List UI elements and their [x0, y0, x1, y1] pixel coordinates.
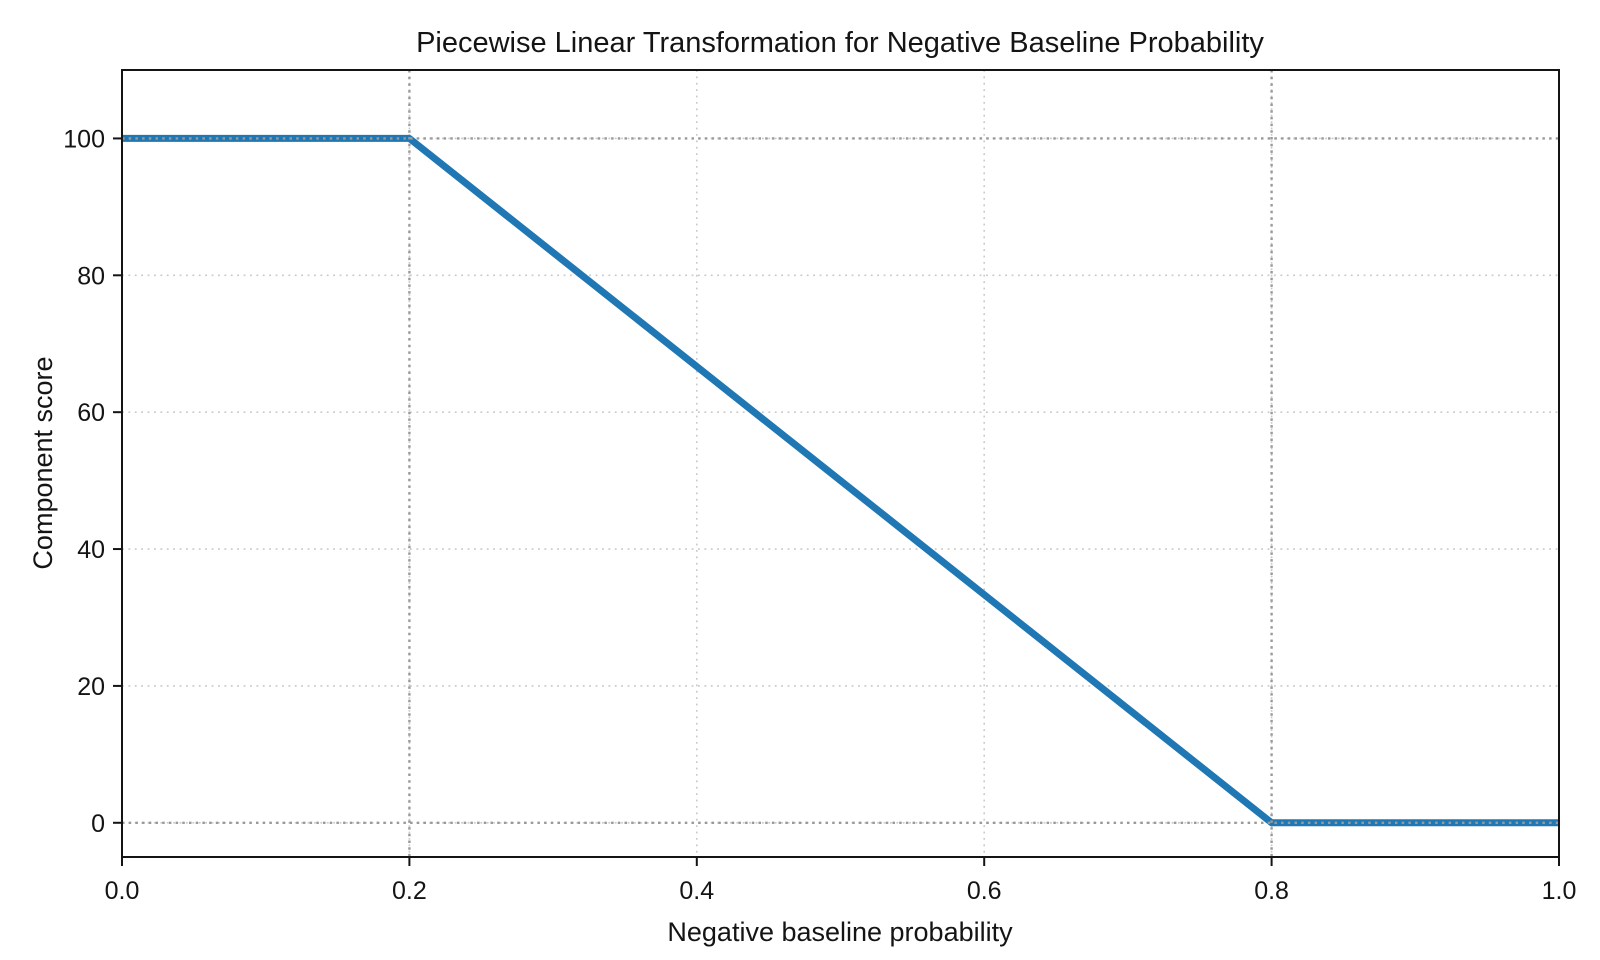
x-tick-label: 0.6 — [967, 877, 1002, 905]
y-tick-label: 0 — [91, 810, 105, 838]
plot-border — [121, 69, 1560, 858]
y-tick-label: 100 — [63, 125, 105, 153]
x-tick-label: 0.0 — [105, 877, 140, 905]
y-tick-label: 80 — [77, 262, 105, 290]
grid-lines — [122, 70, 1559, 857]
chart-title: Piecewise Linear Transformation for Nega… — [416, 27, 1264, 59]
x-tick-label: 0.4 — [679, 877, 714, 905]
tick-labels: 0.0 0.2 0.4 0.6 0.8 1.0 0 20 40 60 80 100 — [63, 125, 1576, 905]
y-tick-label: 60 — [77, 399, 105, 427]
data-line — [122, 134, 1559, 827]
x-tick-label: 0.8 — [1254, 877, 1289, 905]
y-axis-label: Component score — [28, 356, 58, 569]
reference-lines — [122, 70, 1559, 857]
x-tick-label: 1.0 — [1542, 877, 1577, 905]
axis-ticks — [113, 137, 1560, 866]
data-series — [122, 134, 1559, 827]
x-tick-label: 0.2 — [392, 877, 427, 905]
y-tick-label: 40 — [77, 536, 105, 564]
x-axis-label: Negative baseline probability — [667, 917, 1013, 947]
y-tick-label: 20 — [77, 673, 105, 701]
